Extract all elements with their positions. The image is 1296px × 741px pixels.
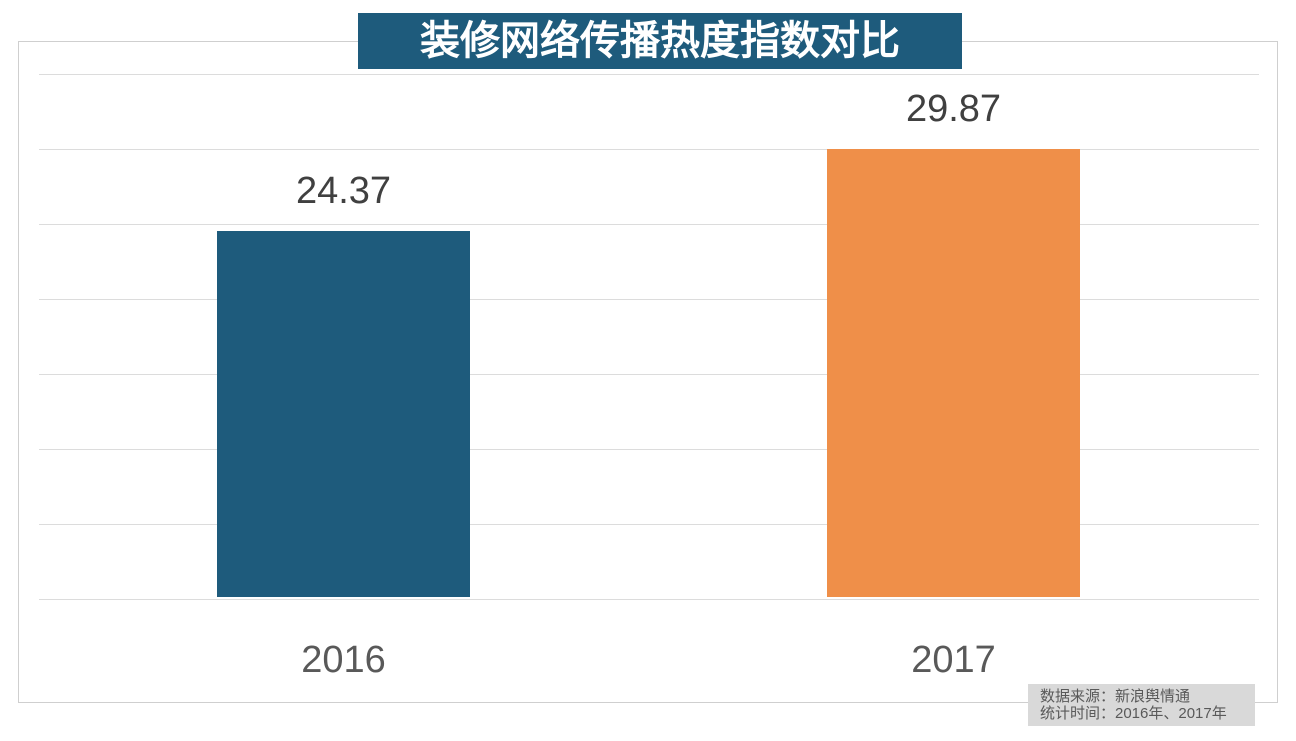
gridline-15 xyxy=(39,374,1259,375)
bar-group-2016: 24.37 xyxy=(217,169,470,597)
value-label-2016: 24.37 xyxy=(295,170,392,212)
source-note: 数据来源：新浪舆情通 统计时间：2016年、2017年 xyxy=(1028,684,1255,726)
gridline-baseline xyxy=(39,599,1259,600)
gridline-20 xyxy=(39,299,1259,300)
bar-group-2017: 29.87 xyxy=(827,87,1080,597)
source-note-line2: 统计时间：2016年、2017年 xyxy=(1040,705,1227,722)
value-label-2017: 29.87 xyxy=(905,88,1002,130)
gridline-10 xyxy=(39,449,1259,450)
gridline-35 xyxy=(39,74,1259,75)
x-axis-label-2017: 2017 xyxy=(911,639,996,681)
source-note-line1: 数据来源：新浪舆情通 xyxy=(1040,688,1191,705)
bar-2017 xyxy=(827,149,1080,597)
x-axis-label-2016: 2016 xyxy=(301,639,386,681)
plot-area: 24.37 29.87 2016 2017 xyxy=(18,41,1278,703)
bar-2016 xyxy=(217,231,470,597)
chart-title: 装修网络传播热度指数对比 xyxy=(358,13,962,69)
gridline-5 xyxy=(39,524,1259,525)
gridline-30 xyxy=(39,149,1259,150)
gridline-25 xyxy=(39,224,1259,225)
